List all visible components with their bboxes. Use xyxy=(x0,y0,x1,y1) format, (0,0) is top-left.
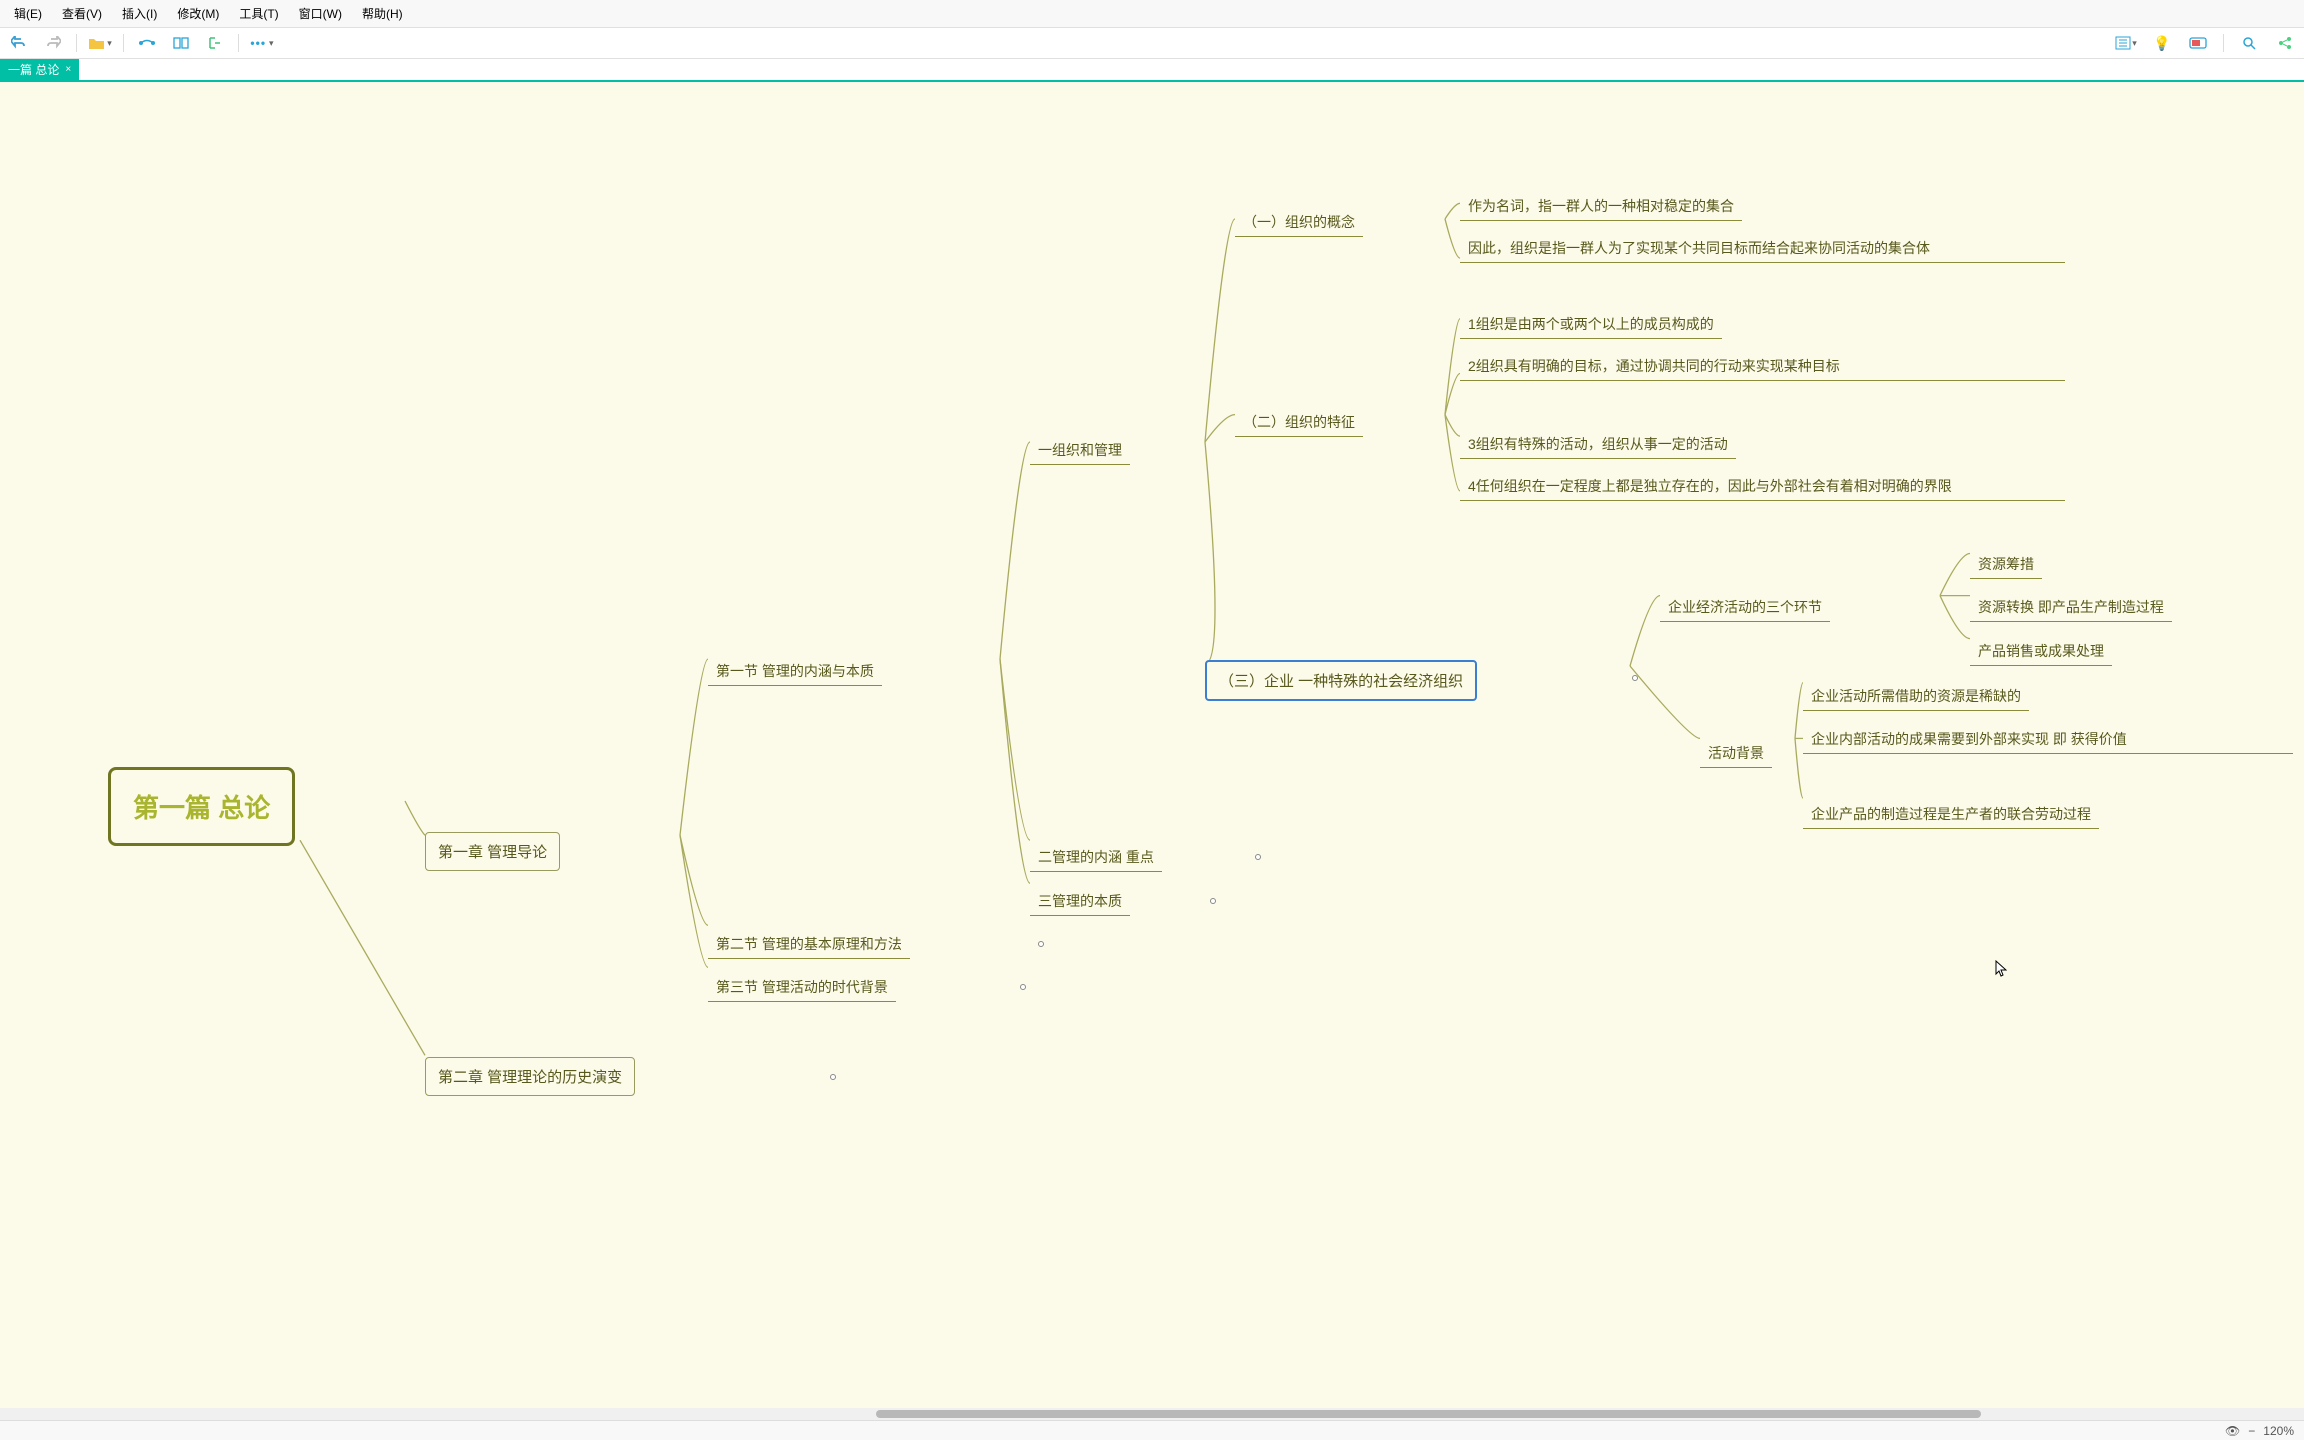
node-d4[interactable]: 企业活动所需借助的资源是稀缺的 xyxy=(1803,682,2029,711)
connection-lines xyxy=(0,82,2304,1432)
node-d1[interactable]: 资源筹措 xyxy=(1970,550,2042,579)
statusbar: 👁 − 120% xyxy=(0,1420,2304,1440)
node-a1[interactable]: （一）组织的概念 xyxy=(1235,208,1363,237)
mouse-cursor-icon xyxy=(1995,960,2007,978)
separator xyxy=(123,34,124,52)
document-tab[interactable]: 一篇 总论 × xyxy=(0,59,79,80)
zoom-level[interactable]: 120% xyxy=(2263,1424,2294,1438)
node-chapter1[interactable]: 第一章 管理导论 xyxy=(425,832,560,871)
open-button[interactable]: ▾ xyxy=(87,32,113,54)
separator xyxy=(2223,34,2224,52)
menu-window[interactable]: 窗口(W) xyxy=(289,2,352,25)
node-d6[interactable]: 企业产品的制造过程是生产者的联合劳动过程 xyxy=(1803,800,2099,829)
toolbar: ▾ •••▾ ▾ 💡 xyxy=(0,28,2304,59)
menu-modify[interactable]: 修改(M) xyxy=(167,2,229,25)
expand-toggle[interactable] xyxy=(1210,898,1216,904)
menu-help[interactable]: 帮助(H) xyxy=(352,2,413,25)
menu-edit[interactable]: 辑(E) xyxy=(4,2,52,25)
menu-tools[interactable]: 工具(T) xyxy=(229,2,288,25)
node-topic2[interactable]: 二管理的内涵 重点 xyxy=(1030,843,1162,872)
expand-toggle[interactable] xyxy=(830,1074,836,1080)
menu-view[interactable]: 查看(V) xyxy=(52,2,112,25)
node-topic3[interactable]: 三管理的本质 xyxy=(1030,887,1130,916)
node-section1[interactable]: 第一节 管理的内涵与本质 xyxy=(708,657,882,686)
node-topic1[interactable]: 一组织和管理 xyxy=(1030,436,1130,465)
node-a2[interactable]: （二）组织的特征 xyxy=(1235,408,1363,437)
node-d3[interactable]: 产品销售或成果处理 xyxy=(1970,637,2112,666)
menu-insert[interactable]: 插入(I) xyxy=(112,2,167,25)
tabbar: 一篇 总论 × xyxy=(0,59,2304,82)
scrollbar-thumb[interactable] xyxy=(876,1410,1982,1418)
node-a3-selected[interactable]: （三）企业 一种特殊的社会经济组织 xyxy=(1205,660,1477,701)
node-b6[interactable]: 4任何组织在一定程度上都是独立存在的，因此与外部社会有着相对明确的界限 xyxy=(1460,472,2065,501)
node-b4[interactable]: 2组织具有明确的目标，通过协调共同的行动来实现某种目标 xyxy=(1460,352,2065,381)
node-c1[interactable]: 企业经济活动的三个环节 xyxy=(1660,593,1830,622)
expand-toggle[interactable] xyxy=(1632,675,1638,681)
summary-button[interactable] xyxy=(202,32,228,54)
node-c2[interactable]: 活动背景 xyxy=(1700,739,1772,768)
expand-toggle[interactable] xyxy=(1020,984,1026,990)
idea-button[interactable]: 💡 xyxy=(2149,32,2175,54)
more-button[interactable]: •••▾ xyxy=(249,32,275,54)
separator xyxy=(238,34,239,52)
node-b2[interactable]: 因此，组织是指一群人为了实现某个共同目标而结合起来协同活动的集合体 xyxy=(1460,234,2065,263)
tab-title: 一篇 总论 xyxy=(8,61,59,78)
undo-button[interactable] xyxy=(6,32,32,54)
node-chapter2[interactable]: 第二章 管理理论的历史演变 xyxy=(425,1057,635,1096)
toolbar-right: ▾ 💡 xyxy=(2113,32,2298,54)
node-d5[interactable]: 企业内部活动的成果需要到外部来实现 即 获得价值 xyxy=(1803,725,2293,754)
relation-button[interactable] xyxy=(134,32,160,54)
node-b3[interactable]: 1组织是由两个或两个以上的成员构成的 xyxy=(1460,310,1722,339)
menubar: 辑(E) 查看(V) 插入(I) 修改(M) 工具(T) 窗口(W) 帮助(H) xyxy=(0,0,2304,28)
zoom-out[interactable]: − xyxy=(2248,1424,2255,1438)
view-icon[interactable]: 👁 xyxy=(2225,1424,2240,1438)
close-icon[interactable]: × xyxy=(65,64,71,75)
mindmap-canvas[interactable]: 第一篇 总论 第一章 管理导论 第二章 管理理论的历史演变 第一节 管理的内涵与… xyxy=(0,82,2304,1432)
outline-button[interactable]: ▾ xyxy=(2113,32,2139,54)
node-section2[interactable]: 第二节 管理的基本原理和方法 xyxy=(708,930,910,959)
root-node[interactable]: 第一篇 总论 xyxy=(108,767,295,846)
boundary-button[interactable] xyxy=(168,32,194,54)
separator xyxy=(76,34,77,52)
search-button[interactable] xyxy=(2236,32,2262,54)
expand-toggle[interactable] xyxy=(1255,854,1261,860)
node-b1[interactable]: 作为名词，指一群人的一种相对稳定的集合 xyxy=(1460,192,1742,221)
node-d2[interactable]: 资源转换 即产品生产制造过程 xyxy=(1970,593,2172,622)
horizontal-scrollbar[interactable] xyxy=(0,1408,2304,1420)
task-button[interactable] xyxy=(2185,32,2211,54)
node-section3[interactable]: 第三节 管理活动的时代背景 xyxy=(708,973,896,1002)
share-button[interactable] xyxy=(2272,32,2298,54)
node-b5[interactable]: 3组织有特殊的活动，组织从事一定的活动 xyxy=(1460,430,1736,459)
redo-button[interactable] xyxy=(40,32,66,54)
expand-toggle[interactable] xyxy=(1038,941,1044,947)
